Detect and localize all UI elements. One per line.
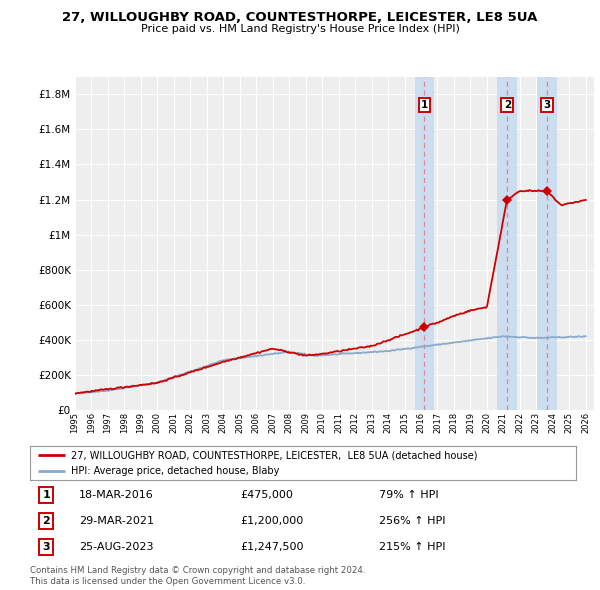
Text: 79% ↑ HPI: 79% ↑ HPI	[379, 490, 439, 500]
Text: 2009: 2009	[301, 412, 310, 433]
Text: 2001: 2001	[169, 412, 178, 433]
Text: 2026: 2026	[581, 412, 590, 433]
Text: 256% ↑ HPI: 256% ↑ HPI	[379, 516, 446, 526]
Text: 2003: 2003	[202, 412, 211, 433]
Text: 2: 2	[43, 516, 50, 526]
Text: 2020: 2020	[482, 412, 491, 433]
Text: 2023: 2023	[532, 412, 541, 433]
Text: 2011: 2011	[334, 412, 343, 433]
Text: 2024: 2024	[548, 412, 557, 433]
Text: 1997: 1997	[103, 412, 112, 433]
Text: 2016: 2016	[416, 412, 425, 433]
Text: Contains HM Land Registry data © Crown copyright and database right 2024.
This d: Contains HM Land Registry data © Crown c…	[30, 566, 365, 586]
Text: 2025: 2025	[565, 412, 574, 433]
Text: 2008: 2008	[284, 412, 293, 433]
Bar	[497, 77, 517, 410]
Text: 215% ↑ HPI: 215% ↑ HPI	[379, 542, 446, 552]
Text: 1996: 1996	[87, 412, 96, 433]
Text: 2018: 2018	[449, 412, 458, 433]
Text: 2005: 2005	[235, 412, 244, 433]
Text: 2007: 2007	[268, 412, 277, 433]
Text: 27, WILLOUGHBY ROAD, COUNTESTHORPE, LEICESTER, LE8 5UA: 27, WILLOUGHBY ROAD, COUNTESTHORPE, LEIC…	[62, 11, 538, 24]
Text: HPI: Average price, detached house, Blaby: HPI: Average price, detached house, Blab…	[71, 466, 280, 476]
Text: 18-MAR-2016: 18-MAR-2016	[79, 490, 154, 500]
Text: 1999: 1999	[136, 412, 145, 433]
Text: 3: 3	[544, 100, 551, 110]
Text: 2004: 2004	[219, 412, 228, 433]
Text: 2006: 2006	[252, 412, 261, 433]
Text: 2019: 2019	[466, 412, 475, 433]
Text: 2014: 2014	[383, 412, 392, 433]
Text: 2021: 2021	[499, 412, 508, 433]
Text: £475,000: £475,000	[240, 490, 293, 500]
Text: £1,247,500: £1,247,500	[240, 542, 304, 552]
Text: 29-MAR-2021: 29-MAR-2021	[79, 516, 154, 526]
Text: 2022: 2022	[515, 412, 524, 433]
Text: 1: 1	[43, 490, 50, 500]
Text: 2010: 2010	[317, 412, 326, 433]
Text: 2000: 2000	[153, 412, 162, 433]
Bar	[537, 77, 557, 410]
Text: 2015: 2015	[400, 412, 409, 433]
Text: 1995: 1995	[71, 412, 79, 433]
Text: 2002: 2002	[186, 412, 195, 433]
Text: 3: 3	[43, 542, 50, 552]
Text: 25-AUG-2023: 25-AUG-2023	[79, 542, 154, 552]
Text: 2017: 2017	[433, 412, 442, 433]
Text: 2013: 2013	[367, 412, 376, 433]
Text: 2012: 2012	[350, 412, 359, 433]
Text: 27, WILLOUGHBY ROAD, COUNTESTHORPE, LEICESTER,  LE8 5UA (detached house): 27, WILLOUGHBY ROAD, COUNTESTHORPE, LEIC…	[71, 451, 478, 461]
Text: £1,200,000: £1,200,000	[240, 516, 304, 526]
Bar	[415, 77, 434, 410]
Text: Price paid vs. HM Land Registry's House Price Index (HPI): Price paid vs. HM Land Registry's House …	[140, 24, 460, 34]
Text: 1998: 1998	[120, 412, 129, 433]
Text: 2: 2	[504, 100, 511, 110]
Text: 1: 1	[421, 100, 428, 110]
